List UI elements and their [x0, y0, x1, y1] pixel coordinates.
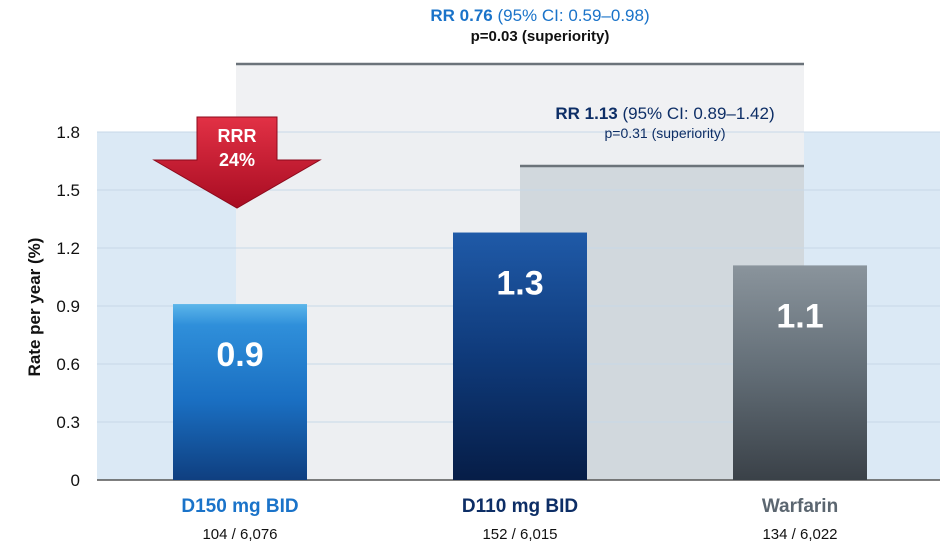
rr076-label: RR 0.76 — [430, 6, 493, 25]
rr113-p: p=0.31 (superiority) — [604, 125, 726, 141]
rr113-ci: (95% CI: 0.89–1.42) — [617, 104, 775, 123]
comparison-rr076: RR 0.76 (95% CI: 0.59–0.98) p=0.03 (supe… — [300, 6, 780, 45]
y-tick-label: 0.9 — [56, 297, 80, 316]
y-tick-label: 1.2 — [56, 239, 80, 258]
y-axis-title: Rate per year (%) — [25, 238, 44, 377]
bar-d110 — [453, 232, 587, 480]
rr076-ci: (95% CI: 0.59–0.98) — [492, 6, 650, 25]
data-label-warfarin: 1.1 — [776, 297, 823, 335]
rrr-value: 24% — [219, 150, 255, 170]
category-label-warfarin: Warfarin — [762, 496, 838, 517]
rr076-p: p=0.03 (superiority) — [470, 28, 610, 45]
category-label-d150: D150 mg BID — [181, 496, 298, 517]
rrr-label: RRR — [218, 126, 257, 146]
y-tick-label: 0.3 — [56, 413, 80, 432]
y-tick-label: 0 — [71, 471, 80, 490]
bar-warfarin — [733, 265, 867, 480]
comparison-rr113: RR 1.13 (95% CI: 0.89–1.42) p=0.31 (supe… — [470, 104, 860, 141]
event-count-d110: 152 / 6,015 — [482, 526, 557, 543]
y-tick-label: 0.6 — [56, 355, 80, 374]
event-count-d150: 104 / 6,076 — [202, 526, 277, 543]
event-count-warfarin: 134 / 6,022 — [762, 526, 837, 543]
bar-d150 — [173, 304, 307, 480]
data-label-d110: 1.3 — [496, 265, 543, 303]
y-tick-label: 1.5 — [56, 181, 80, 200]
y-tick-label: 1.8 — [56, 123, 80, 142]
data-label-d150: 0.9 — [216, 336, 263, 374]
rr113-label: RR 1.13 — [555, 104, 618, 123]
category-label-d110: D110 mg BID — [462, 496, 578, 517]
rrr-arrow-icon — [152, 116, 322, 209]
